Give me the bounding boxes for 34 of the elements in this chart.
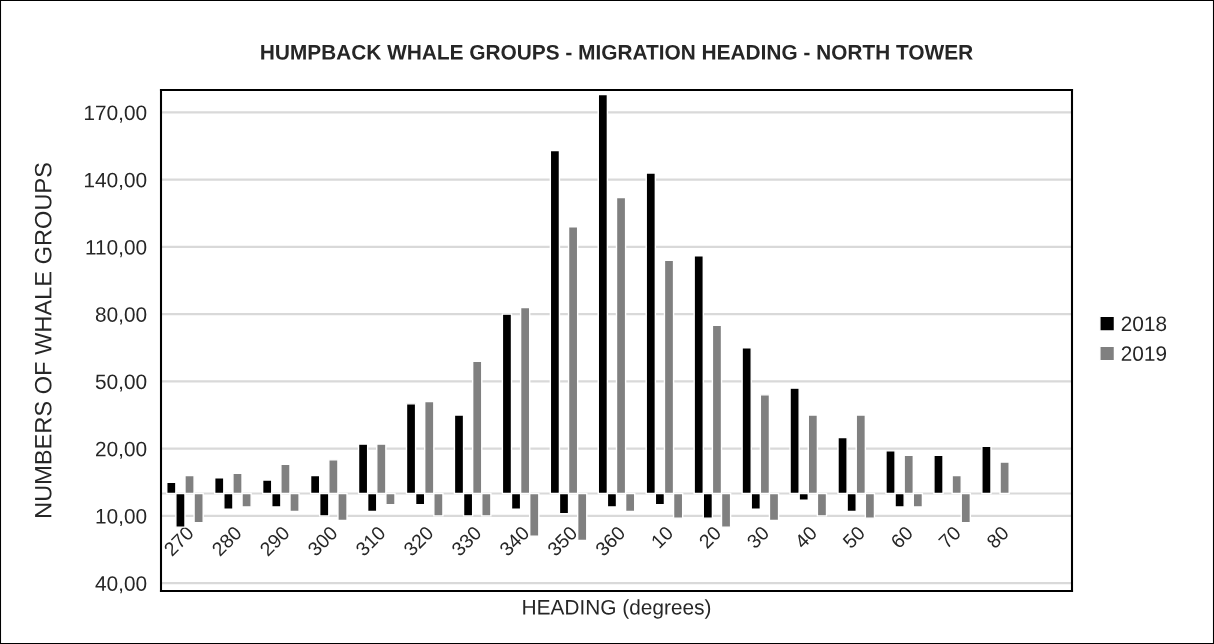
legend-label: 2019 bbox=[1121, 346, 1167, 362]
x-tick-label: 320 bbox=[402, 525, 435, 557]
x-tick-label: 70 bbox=[937, 525, 962, 550]
legend-label: 2018 bbox=[1121, 316, 1167, 332]
x-axis-title: HEADING (degrees) bbox=[523, 599, 711, 619]
x-tick-label: 350 bbox=[546, 525, 579, 557]
x-tick-label: 360 bbox=[594, 525, 627, 557]
x-tick-label: 300 bbox=[306, 525, 339, 557]
x-tick-label: 310 bbox=[354, 525, 387, 557]
x-tick-label: 40 bbox=[793, 525, 818, 550]
x-tick-label: 30 bbox=[745, 525, 770, 550]
x-tick-label: 80 bbox=[985, 525, 1010, 550]
x-tick-label: 50 bbox=[841, 525, 866, 550]
bar bbox=[933, 454, 944, 495]
bar bbox=[981, 445, 992, 495]
y-tick-label: 40,00 bbox=[95, 576, 147, 594]
x-tick-label: 330 bbox=[450, 525, 483, 557]
x-tick-label: 280 bbox=[211, 525, 243, 557]
y-tick-label: 110,00 bbox=[86, 239, 147, 258]
bar bbox=[999, 461, 1010, 495]
y-tick-label: 10,00 bbox=[96, 508, 147, 527]
x-tick-label: 290 bbox=[258, 525, 291, 557]
chart-title: HUMPBACK WHALE GROUPS - MIGRATION HEADING - NORTH TOWER bbox=[261, 44, 973, 60]
y-tick-label: 50,00 bbox=[95, 374, 147, 392]
y-tick-label: 140,00 bbox=[84, 172, 147, 190]
x-tick-label: 60 bbox=[889, 525, 914, 550]
y-tick-label: 170,00 bbox=[84, 105, 147, 123]
x-tick-label: 270 bbox=[163, 525, 195, 557]
x-tick-label: 10 bbox=[650, 525, 675, 549]
y-tick-label: 80,00 bbox=[95, 307, 147, 325]
x-tick-label: 20 bbox=[698, 525, 722, 550]
y-axis-title: NUMBERS OF WHALE GROUPS bbox=[34, 163, 52, 517]
y-tick-label: 20,00 bbox=[96, 441, 147, 459]
x-tick-label: 340 bbox=[498, 525, 531, 557]
